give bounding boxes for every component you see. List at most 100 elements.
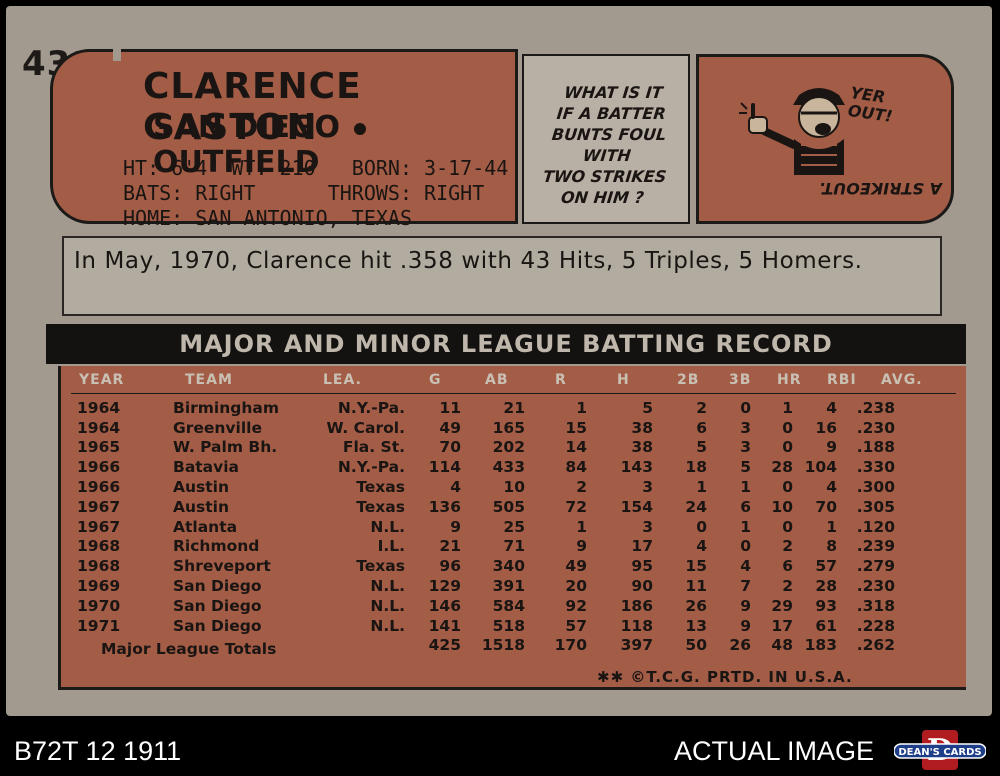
total-triples: 26 xyxy=(729,636,751,655)
cell-h: 95 xyxy=(631,557,653,576)
cell-doubles: 11 xyxy=(685,577,707,596)
cell-team: W. Palm Bh. xyxy=(173,438,278,457)
cell-triples: 0 xyxy=(740,537,751,556)
cell-rbi: 57 xyxy=(815,557,837,576)
cell-rbi: 93 xyxy=(815,596,837,615)
cell-doubles: 4 xyxy=(696,537,707,556)
cell-team: Austin xyxy=(173,497,230,516)
col-2b: 2B xyxy=(677,372,700,388)
totals-row: 425 1518 170 397 50 26 48 183 .262 xyxy=(61,636,895,656)
cell-team: Greenville xyxy=(173,418,262,437)
cell-year: 1968 xyxy=(77,537,121,556)
quiz-line: WHAT IS IT xyxy=(563,83,664,102)
cell-h: 38 xyxy=(631,438,653,457)
total-hr: 48 xyxy=(771,636,793,655)
cell-h: 90 xyxy=(631,577,653,596)
col-rbi: RBI xyxy=(827,372,857,388)
col-team: TEAM xyxy=(185,372,233,388)
cell-rbi: 9 xyxy=(826,438,837,457)
cell-r: 84 xyxy=(565,458,587,477)
cell-league: N.L. xyxy=(370,596,405,615)
quiz-line: BUNTS FOUL xyxy=(550,125,668,144)
cell-league: Texas xyxy=(356,557,405,576)
cell-hr: 2 xyxy=(782,577,793,596)
batting-table: 1964 Birmingham N.Y.-Pa. 11 21 1 5 2 0 1 4.238 1964… xyxy=(61,398,895,655)
cell-team: San Diego xyxy=(173,577,262,596)
cell-league: N.L. xyxy=(370,577,405,596)
total-h: 397 xyxy=(620,636,653,655)
record-header: MAJOR AND MINOR LEAGUE BATTING RECORD xyxy=(46,324,966,364)
table-row: 1971 San Diego N.L. 141 518 57 118 13 9 17 61 .228 xyxy=(61,616,895,636)
cell-ab: 391 xyxy=(492,577,525,596)
umpire-cartoon-icon xyxy=(739,88,845,175)
cell-h: 143 xyxy=(620,458,653,477)
cell-doubles: 24 xyxy=(685,497,707,516)
cell-g: 96 xyxy=(439,557,461,576)
total-r: 170 xyxy=(554,636,587,655)
cell-year: 1964 xyxy=(77,418,121,437)
bio-weight: WT: 210 xyxy=(231,156,316,180)
col-r: R xyxy=(555,372,567,388)
actual-image-label: ACTUAL IMAGE xyxy=(674,736,875,766)
cell-team: Birmingham xyxy=(173,398,280,417)
svg-text:DEAN'S CARDS: DEAN'S CARDS xyxy=(898,747,981,758)
cell-avg: .318 xyxy=(856,596,895,615)
table-row: 1969 San Diego N.L. 129 391 20 90 11 7 2 28 .230 xyxy=(61,576,895,596)
cell-r: 9 xyxy=(576,537,587,556)
header-divider xyxy=(71,393,956,394)
cell-league: N.Y.-Pa. xyxy=(337,458,405,477)
cell-r: 49 xyxy=(565,557,587,576)
cell-rbi: 16 xyxy=(815,418,837,437)
quiz-panel: WHAT IS IT IF A BATTER BUNTS FOUL WITH T… xyxy=(522,54,690,224)
col-year: YEAR xyxy=(79,372,125,388)
cell-rbi: 104 xyxy=(804,458,837,477)
table-row: 1966 Austin Texas 4 10 2 3 1 1 0 4.300 xyxy=(61,477,895,497)
cell-hr: 17 xyxy=(771,616,793,635)
cell-rbi: 4 xyxy=(826,398,837,417)
table-row: 1964 Birmingham N.Y.-Pa. 11 21 1 5 2 0 1 4 .238 xyxy=(61,398,895,418)
cell-rbi: 4 xyxy=(826,478,837,497)
cell-doubles: 2 xyxy=(696,398,707,417)
cell-g: 136 xyxy=(428,497,461,516)
cell-ab: 71 xyxy=(503,537,525,556)
cell-avg: .230 xyxy=(856,418,895,437)
cell-hr: 0 xyxy=(782,418,793,437)
cell-avg: .239 xyxy=(856,537,895,556)
cell-hr: 10 xyxy=(771,497,793,516)
cell-league: I.L. xyxy=(377,537,405,556)
bio-bats: BATS: RIGHT xyxy=(123,181,256,205)
cell-league: W. Carol. xyxy=(326,418,405,437)
cell-year: 1967 xyxy=(77,517,121,536)
cell-doubles: 26 xyxy=(685,596,707,615)
cell-year: 1967 xyxy=(77,497,121,516)
cell-g: 141 xyxy=(428,616,461,635)
cell-year: 1971 xyxy=(77,616,121,635)
cell-doubles: 1 xyxy=(696,478,707,497)
player-bio: HT: 6'4" WT: 210 BORN: 3-17-44 BATS: RIG… xyxy=(123,156,508,231)
listing-code: B72T 12 1911 xyxy=(14,736,182,766)
player-name: CLARENCE GASTON xyxy=(143,66,362,148)
batting-record: YEAR TEAM LEA. G AB R H 2B 3B HR RBI AVG… xyxy=(58,366,966,690)
table-row: 1967 Austin Texas 136 505 72 154 24 6 10 70 .305 xyxy=(61,497,895,517)
cell-triples: 9 xyxy=(740,596,751,615)
cell-rbi: 1 xyxy=(826,517,837,536)
cell-r: 1 xyxy=(576,517,587,536)
cell-league: Texas xyxy=(356,478,405,497)
cell-team: Austin xyxy=(173,478,230,497)
cell-year: 1968 xyxy=(77,557,121,576)
cell-g: 21 xyxy=(439,537,461,556)
empty-cell xyxy=(317,636,405,656)
total-g: 425 xyxy=(428,636,461,655)
team-position-line: SAN DIEGOOUTFIELD xyxy=(153,110,515,180)
cell-hr: 0 xyxy=(782,517,793,536)
cell-league: N.Y.-Pa. xyxy=(337,398,405,417)
totals-label: Major League Totals xyxy=(101,640,277,658)
cell-triples: 3 xyxy=(740,438,751,457)
cell-triples: 1 xyxy=(740,478,751,497)
cell-r: 2 xyxy=(576,478,587,497)
cell-year: 1964 xyxy=(77,398,121,417)
table-row: 1965 W. Palm Bh. Fla. St. 70 202 14 38 5 3 0 9 .188 xyxy=(61,438,895,458)
cell-avg: .279 xyxy=(856,557,895,576)
fact-box: In May, 1970, Clarence hit .358 with 43 … xyxy=(62,236,942,316)
cell-r: 92 xyxy=(565,596,587,615)
